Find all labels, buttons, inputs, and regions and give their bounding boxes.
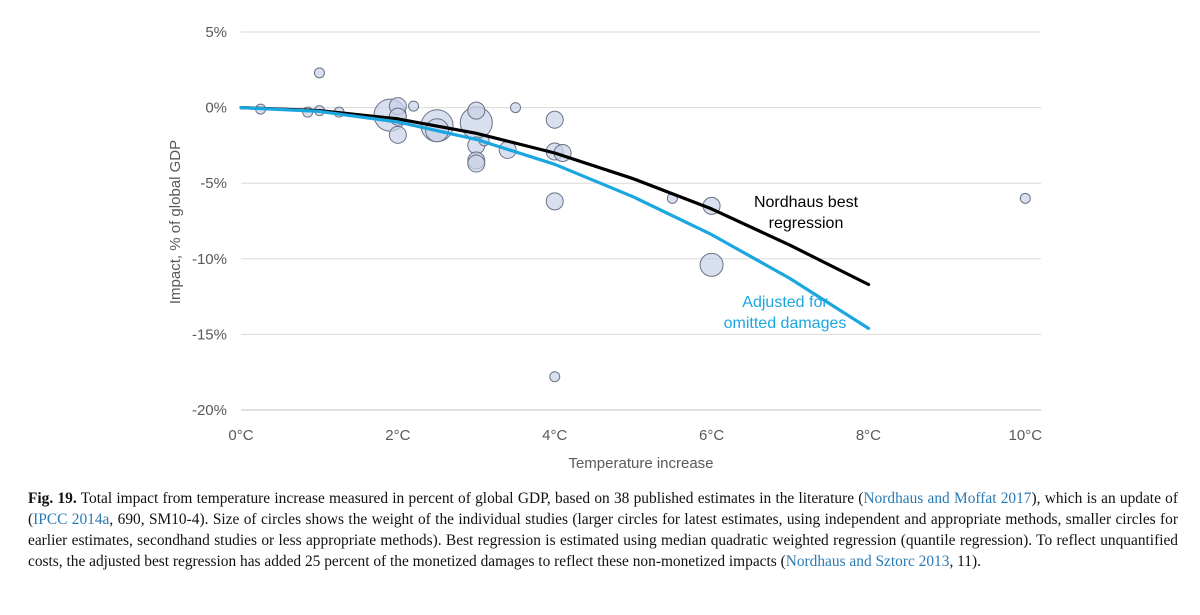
x-tick-label: 2°C bbox=[385, 427, 410, 444]
x-axis-ticks: 0°C 2°C 4°C 6°C 8°C 10°C bbox=[228, 427, 1042, 444]
x-tick-label: 6°C bbox=[699, 427, 724, 444]
y-tick-label: -10% bbox=[192, 251, 227, 268]
study-bubble bbox=[549, 371, 561, 383]
adjusted-regression-line bbox=[239, 106, 871, 330]
x-tick-label: 4°C bbox=[542, 427, 567, 444]
x-tick-label: 0°C bbox=[228, 427, 253, 444]
study-bubble bbox=[1019, 192, 1031, 204]
study-bubble bbox=[699, 252, 724, 277]
caption-segment: Total impact from temperature increase m… bbox=[76, 490, 864, 507]
caption-text: Total impact from temperature increase m… bbox=[28, 490, 1178, 570]
study-bubble bbox=[545, 192, 564, 211]
y-tick-label: -15% bbox=[192, 326, 227, 343]
y-tick-label: -5% bbox=[200, 175, 227, 192]
gridlines bbox=[241, 31, 1041, 411]
citation-link[interactable]: Nordhaus and Moffat 2017 bbox=[863, 490, 1032, 507]
study-bubble bbox=[313, 67, 325, 79]
line-annotations: Nordhaus best regression Adjusted for omitt… bbox=[724, 194, 859, 332]
study-bubble bbox=[510, 102, 522, 114]
x-tick-label: 8°C bbox=[856, 427, 881, 444]
y-tick-label: 5% bbox=[205, 24, 227, 41]
x-axis-title: Temperature increase bbox=[568, 455, 713, 472]
citation-link[interactable]: Nordhaus and Sztorc 2013 bbox=[785, 553, 950, 570]
figure-caption: Fig. 19. Total impact from temperature i… bbox=[28, 488, 1178, 572]
study-bubble bbox=[408, 100, 420, 112]
study-bubble bbox=[467, 154, 486, 173]
study-bubble bbox=[388, 125, 407, 144]
study-bubble bbox=[467, 101, 486, 120]
y-axis-title: Impact, % of global GDP bbox=[167, 140, 184, 304]
caption-segment: , 690, SM10-4). Size of circles shows th… bbox=[28, 511, 1178, 570]
nordhaus-label: Nordhaus best regression bbox=[754, 194, 859, 232]
y-axis-ticks: 5% 0% -5% -10% -15% -20% bbox=[192, 24, 227, 419]
adjusted-label: Adjusted for omitted damages bbox=[724, 294, 847, 332]
regression-lines bbox=[239, 106, 871, 330]
y-tick-label: 0% bbox=[205, 100, 227, 117]
figure-label: Fig. 19. bbox=[28, 490, 77, 507]
x-tick-label: 10°C bbox=[1009, 427, 1043, 444]
citation-link[interactable]: IPCC 2014a bbox=[33, 511, 110, 528]
study-bubble bbox=[545, 110, 564, 129]
impact-chart: 5%0%-5%-10%-15%-20% 0°C 2°C 4°C 6°C 8°C 10°C … bbox=[167, 24, 1042, 472]
caption-segment: , 11). bbox=[949, 553, 981, 570]
y-tick-label: -20% bbox=[192, 402, 227, 419]
caption-segment: ), which is an update of ( bbox=[28, 490, 1178, 528]
